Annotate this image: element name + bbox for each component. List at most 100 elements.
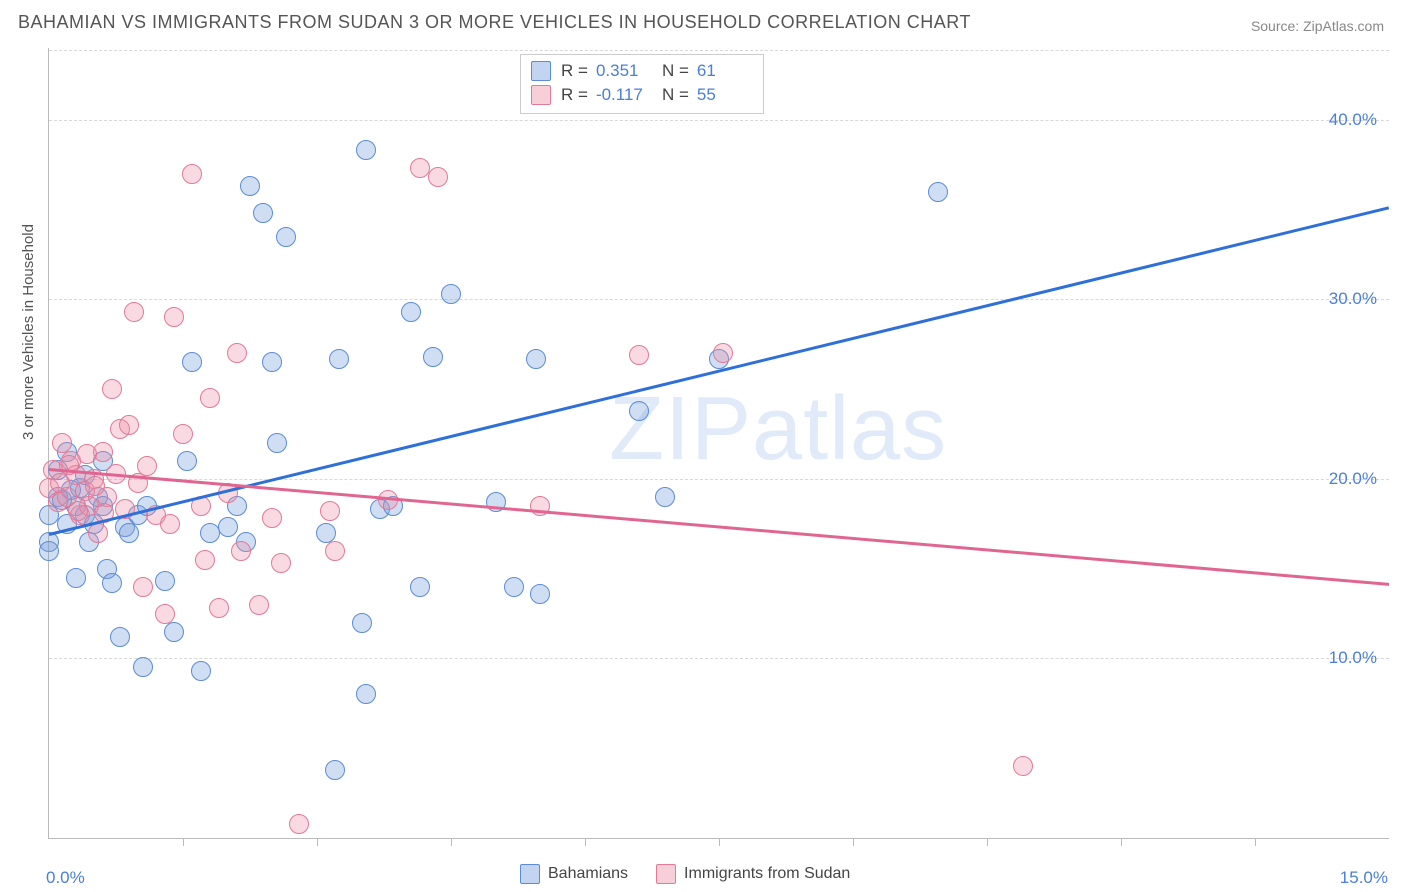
data-point xyxy=(713,343,733,363)
data-point xyxy=(530,584,550,604)
data-point xyxy=(504,577,524,597)
data-point xyxy=(249,595,269,615)
source-label: Source: ZipAtlas.com xyxy=(1251,18,1384,34)
data-point xyxy=(52,433,72,453)
gridline-h xyxy=(49,658,1389,659)
legend-item-sudan: Immigrants from Sudan xyxy=(656,864,850,884)
data-point xyxy=(928,182,948,202)
data-point xyxy=(160,514,180,534)
data-point xyxy=(253,203,273,223)
data-point xyxy=(133,577,153,597)
data-point xyxy=(356,684,376,704)
chart-title: BAHAMIAN VS IMMIGRANTS FROM SUDAN 3 OR M… xyxy=(18,12,971,33)
data-point xyxy=(191,661,211,681)
gridline-h xyxy=(49,120,1389,121)
legend-label: Immigrants from Sudan xyxy=(684,865,850,883)
data-point xyxy=(441,284,461,304)
data-point xyxy=(102,573,122,593)
data-point xyxy=(289,814,309,834)
y-tick-label: 30.0% xyxy=(1329,289,1377,309)
x-tick xyxy=(183,838,184,846)
x-tick-label-min: 0.0% xyxy=(46,868,85,888)
data-point xyxy=(325,541,345,561)
r-value: 0.351 xyxy=(596,59,652,83)
n-label: N = xyxy=(662,59,689,83)
gridline-h xyxy=(49,479,1389,480)
data-point xyxy=(77,444,97,464)
legend-label: Bahamians xyxy=(548,865,628,883)
data-point xyxy=(629,401,649,421)
x-tick xyxy=(1255,838,1256,846)
stats-row-bahamians: R = 0.351 N = 61 xyxy=(531,59,753,83)
data-point xyxy=(110,627,130,647)
data-point xyxy=(240,176,260,196)
data-point xyxy=(164,307,184,327)
data-point xyxy=(119,523,139,543)
data-point xyxy=(173,424,193,444)
y-tick-label: 20.0% xyxy=(1329,469,1377,489)
trend-line xyxy=(49,468,1389,585)
data-point xyxy=(526,349,546,369)
x-tick xyxy=(317,838,318,846)
data-point xyxy=(195,550,215,570)
data-point xyxy=(102,379,122,399)
data-point xyxy=(66,568,86,588)
data-point xyxy=(227,343,247,363)
legend-item-bahamians: Bahamians xyxy=(520,864,628,884)
data-point xyxy=(262,352,282,372)
x-tick xyxy=(853,838,854,846)
plot-area: ZIPatlas 10.0% 20.0% 30.0% 40.0% xyxy=(48,48,1389,839)
data-point xyxy=(133,657,153,677)
data-point xyxy=(209,598,229,618)
data-point xyxy=(329,349,349,369)
stats-box: R = 0.351 N = 61 R = -0.117 N = 55 xyxy=(520,54,764,114)
data-point xyxy=(1013,756,1033,776)
swatch-blue-icon xyxy=(531,61,551,81)
data-point xyxy=(137,456,157,476)
data-point xyxy=(164,622,184,642)
y-tick-label: 40.0% xyxy=(1329,110,1377,130)
y-axis-label: 3 or more Vehicles in Household xyxy=(20,224,37,440)
data-point xyxy=(119,415,139,435)
data-point xyxy=(320,501,340,521)
data-point xyxy=(655,487,675,507)
data-point xyxy=(423,347,443,367)
swatch-blue-icon xyxy=(520,864,540,884)
data-point xyxy=(124,302,144,322)
data-point xyxy=(267,433,287,453)
n-value: 55 xyxy=(697,83,753,107)
data-point xyxy=(200,388,220,408)
data-point xyxy=(271,553,291,573)
data-point xyxy=(177,451,197,471)
x-tick-label-max: 15.0% xyxy=(1340,868,1388,888)
legend: Bahamians Immigrants from Sudan xyxy=(520,864,850,884)
data-point xyxy=(428,167,448,187)
x-tick xyxy=(987,838,988,846)
r-value: -0.117 xyxy=(596,83,652,107)
data-point xyxy=(182,164,202,184)
gridline-h xyxy=(49,50,1389,51)
x-tick xyxy=(719,838,720,846)
data-point xyxy=(352,613,372,633)
watermark: ZIPatlas xyxy=(609,378,947,481)
data-point xyxy=(276,227,296,247)
data-point xyxy=(50,473,70,493)
data-point xyxy=(401,302,421,322)
data-point xyxy=(262,508,282,528)
y-tick-label: 10.0% xyxy=(1329,648,1377,668)
n-value: 61 xyxy=(697,59,753,83)
r-label: R = xyxy=(561,59,588,83)
data-point xyxy=(356,140,376,160)
data-point xyxy=(378,490,398,510)
stats-row-sudan: R = -0.117 N = 55 xyxy=(531,83,753,107)
swatch-pink-icon xyxy=(531,85,551,105)
x-tick xyxy=(451,838,452,846)
data-point xyxy=(68,501,88,521)
data-point xyxy=(629,345,649,365)
data-point xyxy=(218,517,238,537)
x-tick xyxy=(585,838,586,846)
data-point xyxy=(325,760,345,780)
data-point xyxy=(155,571,175,591)
x-tick xyxy=(1121,838,1122,846)
data-point xyxy=(410,577,430,597)
